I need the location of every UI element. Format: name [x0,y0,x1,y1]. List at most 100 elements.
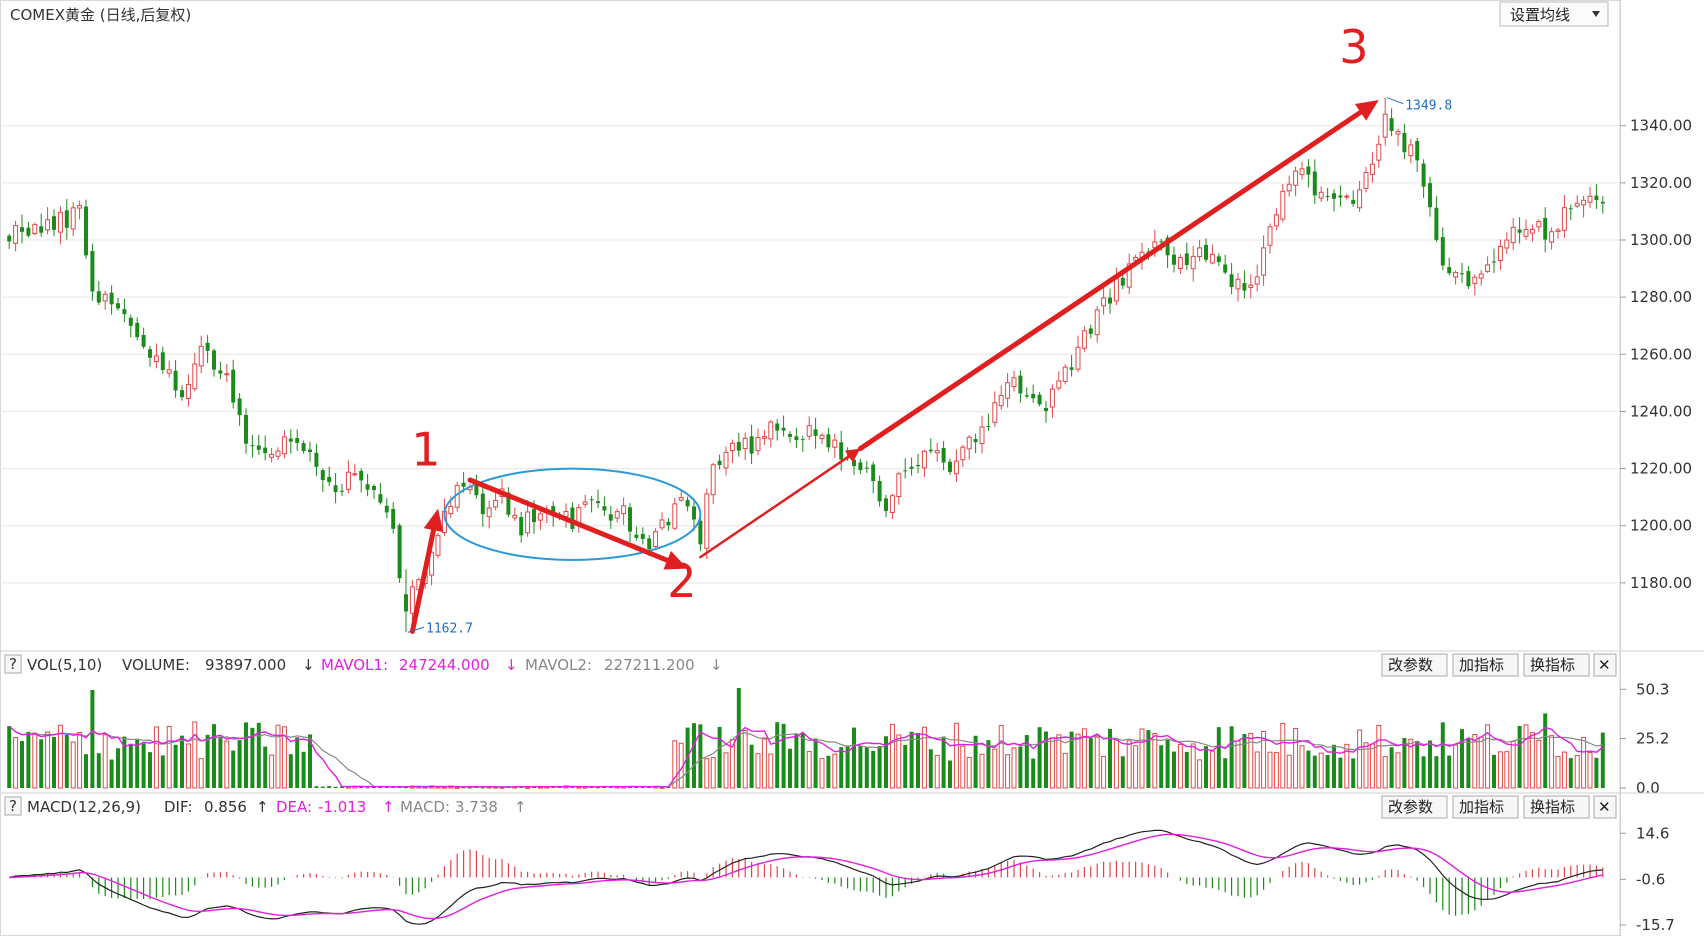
volume-help-button[interactable]: ? [4,654,22,674]
candle-body [723,451,729,469]
candle-body [512,514,518,519]
volume-bar [1460,729,1464,788]
candle-body [365,484,370,490]
candle-body [909,466,914,469]
candle-body [1094,309,1100,336]
volume-bar [454,786,460,789]
volume-bar [1472,733,1478,789]
candle-body [1376,143,1382,161]
volume-bar [52,736,56,788]
candle-body [1523,229,1529,237]
volume-bar [1197,759,1203,789]
volume-bar [128,743,133,788]
candle-body [1453,271,1459,278]
volume-bar [1325,755,1330,788]
macd-change-params-button[interactable]: 改参数 [1381,795,1448,819]
ma-settings-button[interactable]: 设置均线 [1499,1,1609,27]
candle-body [1332,193,1336,199]
volume-bar [1312,755,1317,788]
volume-bar [884,736,888,788]
volume-bar [45,731,51,789]
candle-body [1172,254,1176,265]
trend-arrow-line [467,477,670,563]
svg-text:加指标: 加指标 [1459,798,1504,816]
volume-bar [1113,738,1119,789]
volume-bar [916,733,920,788]
volume-bar [1223,758,1228,788]
macd-help-button[interactable]: ? [4,796,22,816]
candle-body [941,447,946,463]
price-tick-label: 1260.00 [1630,345,1692,363]
candle-body [1440,237,1445,266]
volume-bar [749,744,754,788]
candle-body [275,450,281,457]
candle-body [1235,278,1241,290]
volume-bar [1190,743,1196,789]
svg-text:MACD(12,26,9) DIF:: MACD(12,26,9) DIF: 0.856 ↑ DEA: -1.013 ↑… [27,798,527,816]
candle-body [359,470,364,481]
volume-bar [1363,742,1369,789]
volume-legend: ? VOL(5,10) VOLUME: 93897.000 ↓ MAVOL1: … [4,654,723,674]
volume-bar [717,726,722,788]
volume-bar [672,740,678,789]
candle-body [1338,195,1343,198]
candle-body [1344,195,1350,198]
volume-bar [32,732,38,789]
vol-close-button[interactable]: ✕ [1593,653,1617,677]
volume-bar [256,722,261,788]
candle-body [858,462,863,471]
volume-bar [1549,735,1555,789]
candle-body [916,464,920,467]
volume-bar [1600,732,1605,788]
candle-body [327,476,332,483]
macd-close-button[interactable]: ✕ [1593,795,1617,819]
candle-body [84,206,88,256]
volume-bar [742,730,748,789]
volume-bar [781,723,786,788]
vol-switch-indicator-button[interactable]: 换指标 [1523,653,1590,677]
candle-body [589,499,594,501]
vol-add-indicator-button[interactable]: 加指标 [1452,653,1519,677]
volume-bar [1216,727,1221,788]
volume-bar [1031,758,1036,788]
volume-bar [736,687,741,788]
volume-label: VOLUME: [122,656,190,674]
volume-bar [1434,756,1439,788]
volume-bar [608,786,613,788]
candle-body [435,535,441,556]
candle-body [1351,199,1356,204]
candle-body [64,210,69,228]
volume-tick-label: 50.3 [1636,680,1669,698]
volume-bar [1286,754,1292,789]
macd-add-indicator-button[interactable]: 加指标 [1452,795,1519,819]
volume-bar [909,731,914,788]
volume-bar [1581,736,1587,789]
candle-body [1229,274,1234,288]
macd-switch-indicator-button[interactable]: 换指标 [1523,795,1590,819]
price-grid [0,125,1620,584]
svg-text:VOL(5,10) VOLUME:: VOL(5,10) VOLUME: 93897.000 ↓ MAVOL1: 24… [27,656,723,674]
volume-bar [1497,751,1503,789]
macd-lines [9,829,1603,925]
vol-change-params-button[interactable]: 改参数 [1381,653,1448,677]
candle-body [934,449,940,454]
candle-body [1011,377,1017,388]
volume-bar [845,745,850,788]
volume-bar [250,727,255,788]
volume-bar [1318,752,1324,789]
volume-bar [320,786,325,788]
volume-bar [461,787,466,789]
low-price-label: 1162.7 [426,621,473,636]
volume-bar [212,724,216,788]
candle-body [1101,297,1107,307]
candle-body [160,352,165,370]
candle-body [180,390,184,398]
mavol1-down-arrow: ↓ [505,656,518,674]
candle-body [1415,141,1420,161]
dea-value: -1.013 [318,798,366,816]
volume-bar [1351,758,1356,788]
candle-body [761,436,767,439]
candle-body [532,509,536,523]
candle-body [404,594,408,612]
candle-body [640,534,645,539]
